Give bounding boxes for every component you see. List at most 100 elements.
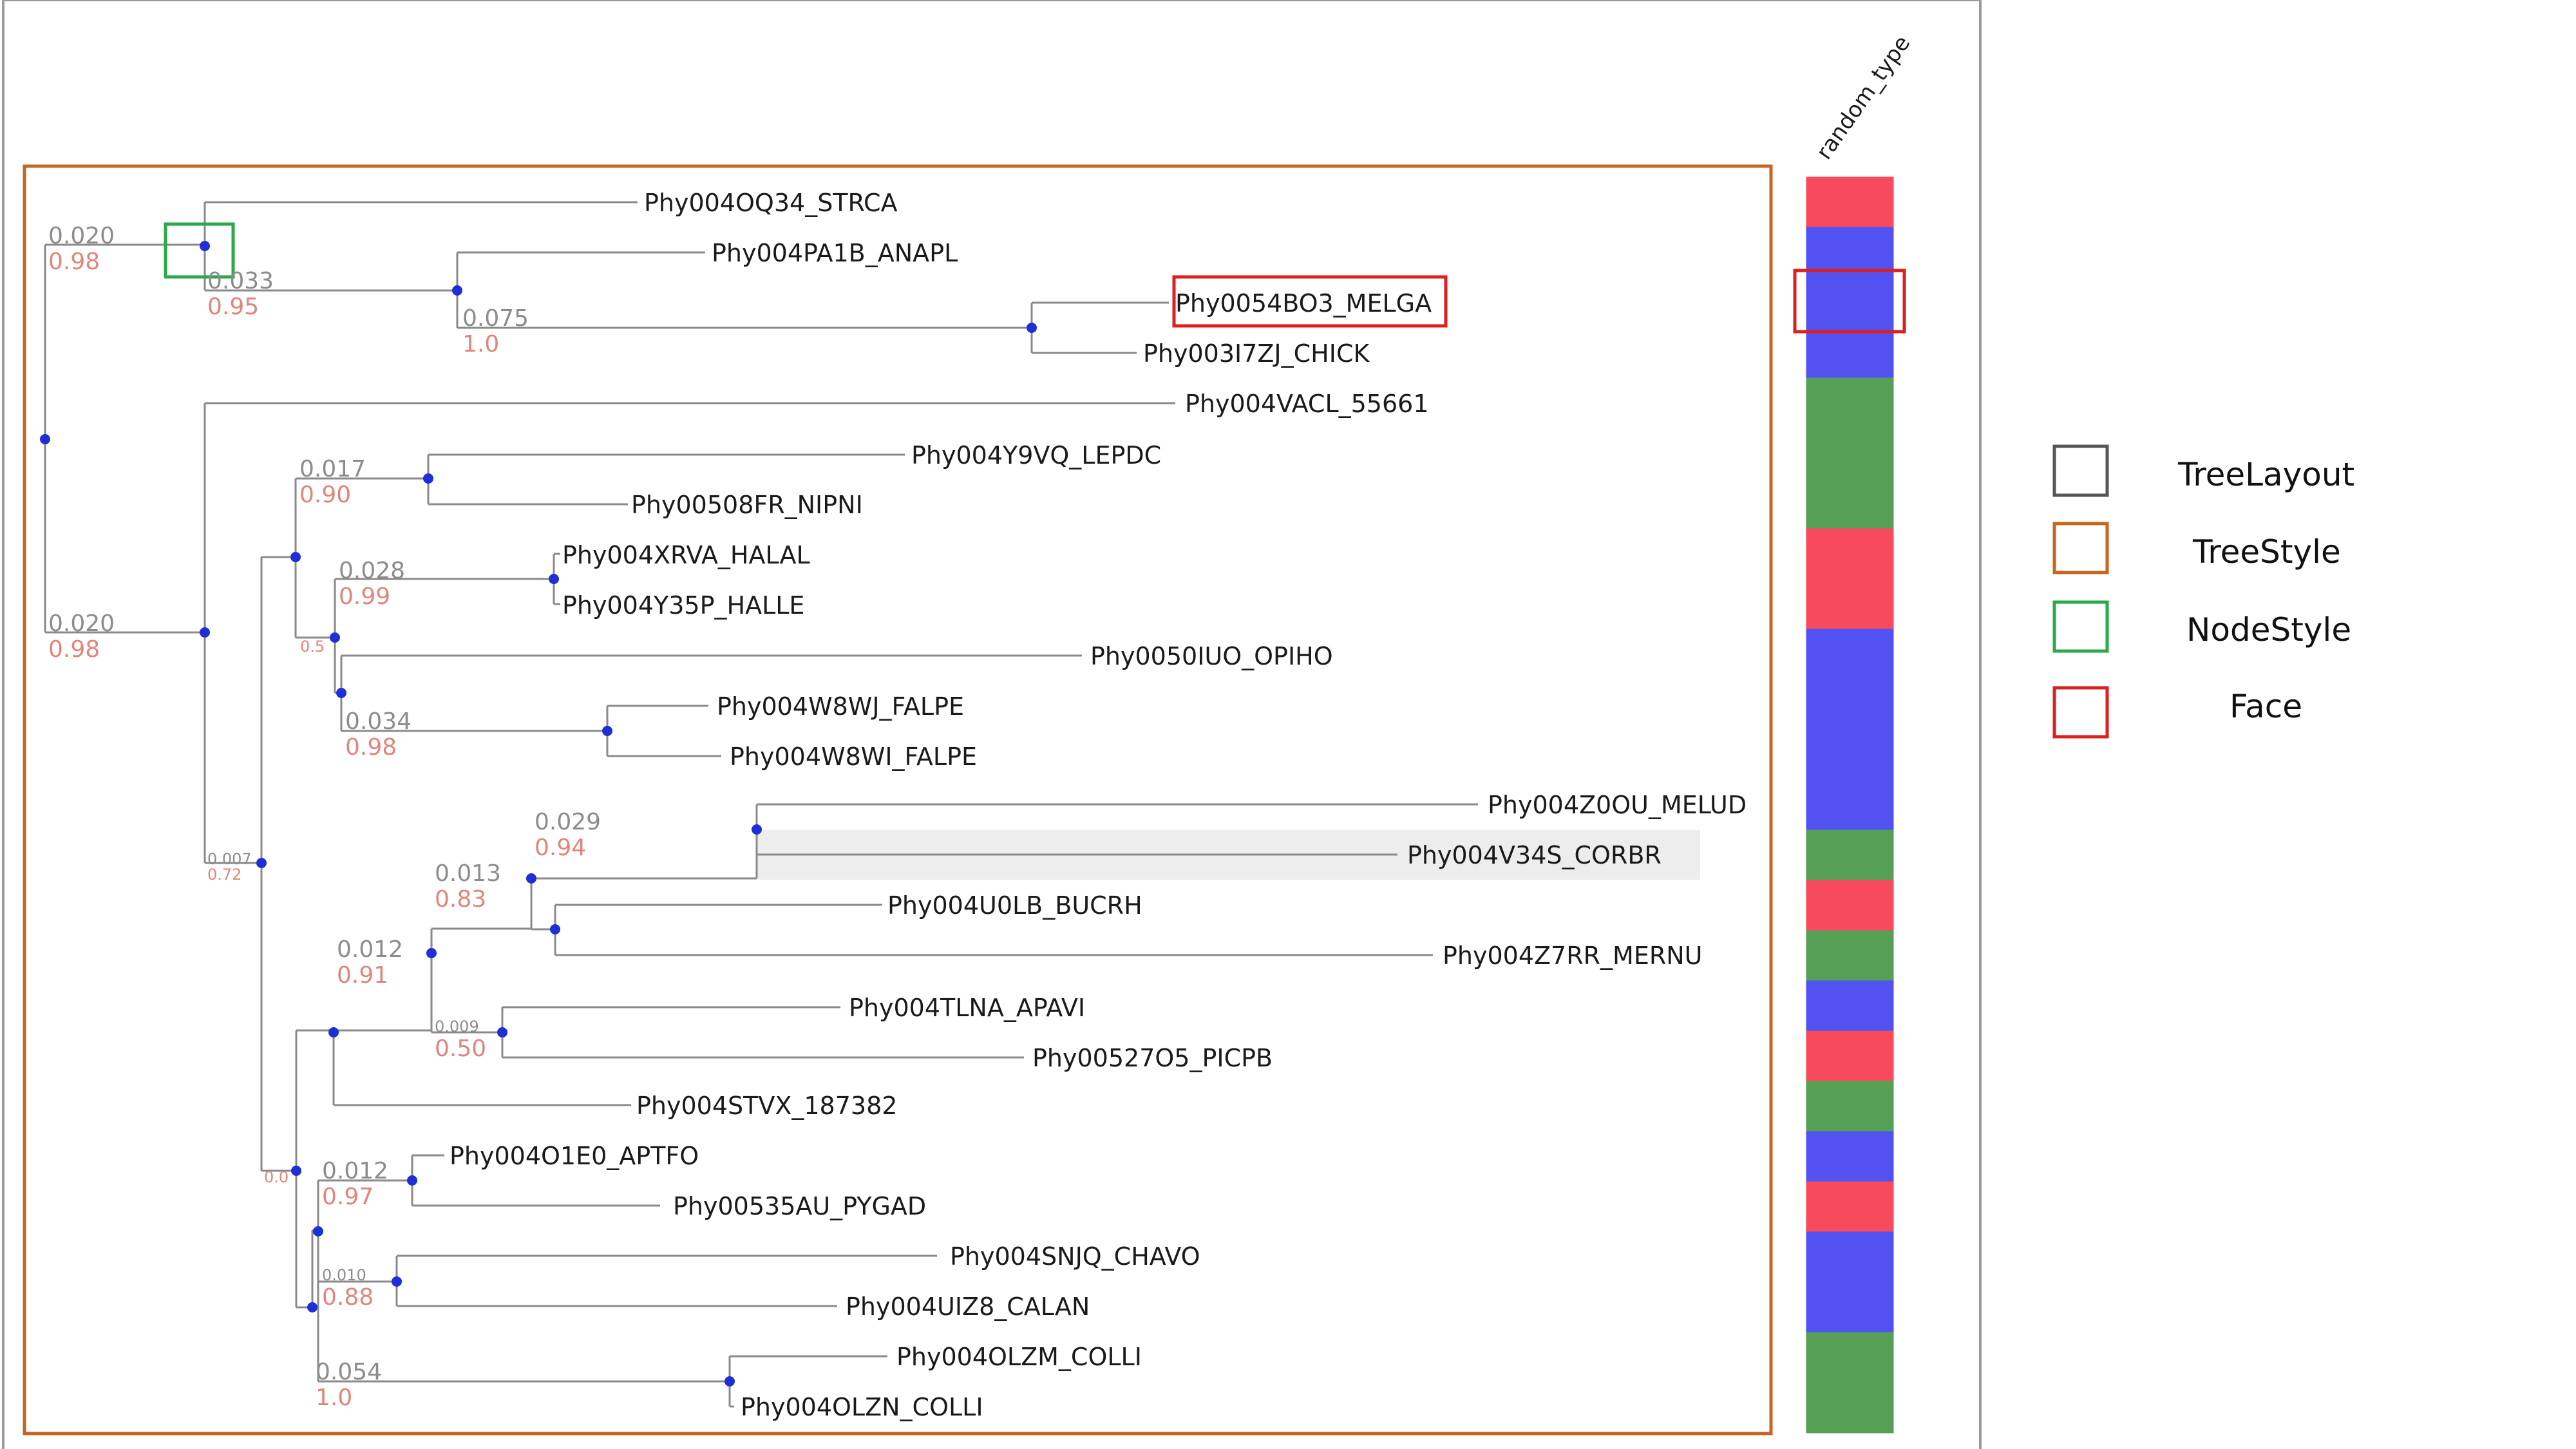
- type-cell: [1806, 779, 1894, 831]
- tree-node[interactable]: [752, 824, 762, 835]
- tree-node[interactable]: [307, 1302, 317, 1312]
- leaf-label[interactable]: Phy00508FR_NIPNI: [631, 491, 863, 519]
- type-cell: [1806, 1282, 1894, 1333]
- type-cell: [1806, 277, 1894, 328]
- leaf-label[interactable]: Phy004VACL_55661: [1185, 390, 1429, 418]
- branch-support: 0.94: [535, 835, 586, 861]
- type-cell: [1806, 176, 1894, 228]
- tree-node[interactable]: [256, 858, 267, 868]
- tree-node[interactable]: [290, 552, 301, 562]
- tree-node[interactable]: [550, 924, 560, 934]
- tree-node[interactable]: [1027, 323, 1037, 333]
- tree-node[interactable]: [291, 1166, 301, 1176]
- leaf-label[interactable]: Phy004XRVA_HALAL: [562, 541, 810, 569]
- type-heat-column: [1806, 176, 1894, 1434]
- legend-swatch-face: [2052, 686, 2109, 739]
- leaf-label[interactable]: Phy0050IUO_OPIHO: [1090, 642, 1333, 670]
- tree-node[interactable]: [526, 873, 536, 884]
- branch-distance: 0.033: [207, 268, 274, 294]
- type-cell: [1806, 1131, 1894, 1182]
- branch-support: 0.97: [322, 1184, 374, 1210]
- tree-node[interactable]: [602, 726, 612, 736]
- leaf-label[interactable]: Phy004O1E0_APTFO: [450, 1142, 699, 1170]
- leaf-label[interactable]: Phy004OLZN_COLLI: [741, 1393, 983, 1421]
- tree-node[interactable]: [330, 632, 340, 643]
- face-cell-box: [1793, 269, 1906, 334]
- type-cell: [1806, 578, 1894, 630]
- tree-node[interactable]: [497, 1027, 507, 1037]
- type-cell: [1806, 930, 1894, 981]
- leaf-label[interactable]: Phy004OQ34_STRCA: [644, 189, 898, 217]
- branch-support: 0.72: [207, 866, 242, 884]
- branch-support: 1.0: [316, 1385, 352, 1411]
- tree-node[interactable]: [423, 473, 433, 484]
- branch-support: 0.98: [48, 636, 100, 663]
- branch-distance: 0.009: [435, 1018, 479, 1036]
- leaf-label[interactable]: Phy004OLZM_COLLI: [896, 1343, 1142, 1371]
- branch-support: 0.99: [339, 583, 390, 610]
- branch-support: 0.50: [435, 1036, 486, 1062]
- legend-label-tree-style: TreeStyle: [2192, 533, 2341, 571]
- branch-support: 0.98: [48, 249, 100, 275]
- branch-support: 0.90: [299, 482, 351, 508]
- type-cell: [1806, 377, 1894, 429]
- leaf-label[interactable]: Phy004V34S_CORBR: [1407, 841, 1662, 869]
- leaf-label[interactable]: Phy004W8WI_FALPE: [730, 743, 977, 771]
- leaf-label[interactable]: Phy004PA1B_ANAPL: [712, 239, 958, 267]
- branch-support: 0.5: [300, 638, 325, 656]
- legend-swatch-tree-style: [2052, 522, 2109, 574]
- type-cell: [1806, 1231, 1894, 1283]
- legend-swatch-node-style: [2052, 600, 2109, 653]
- tree-node[interactable]: [328, 1027, 339, 1037]
- type-cell: [1806, 1382, 1894, 1434]
- branch-support: 0.95: [207, 294, 259, 320]
- branch-distance: 0.020: [48, 223, 115, 249]
- type-cell: [1806, 629, 1894, 680]
- face-box: [1172, 275, 1448, 328]
- leaf-label[interactable]: Phy00535AU_PYGAD: [673, 1192, 926, 1220]
- legend-label-tree-layout: TreeLayout: [2177, 456, 2354, 493]
- leaf-label[interactable]: Phy004TLNA_APAVI: [849, 994, 1085, 1022]
- leaf-label[interactable]: Phy004W8WJ_FALPE: [717, 692, 964, 721]
- type-cell: [1806, 679, 1894, 730]
- type-cell: [1806, 1332, 1894, 1383]
- legend-swatch-tree-layout: [2052, 444, 2109, 497]
- leaf-label[interactable]: Phy00527O5_PICPB: [1032, 1044, 1273, 1072]
- tree-node[interactable]: [200, 627, 210, 638]
- type-cell: [1806, 729, 1894, 781]
- tree-layout-frame: [2, 0, 1982, 1449]
- leaf-label[interactable]: Phy004Z7RR_MERNU: [1443, 942, 1702, 970]
- tree-node[interactable]: [200, 241, 210, 251]
- leaf-label[interactable]: Phy004U0LB_BUCRH: [887, 891, 1142, 920]
- tree-node[interactable]: [549, 574, 559, 584]
- leaf-label[interactable]: Phy004Y9VQ_LEPDC: [911, 441, 1161, 469]
- branch-distance: 0.013: [435, 860, 501, 887]
- tree-node[interactable]: [452, 285, 462, 296]
- leaf-label[interactable]: Phy003I7ZJ_CHICK: [1143, 339, 1370, 368]
- legend-label-face: Face: [2230, 688, 2302, 725]
- tree-node[interactable]: [392, 1276, 402, 1287]
- tree-node[interactable]: [407, 1175, 417, 1186]
- tree-node[interactable]: [40, 434, 50, 444]
- branch-distance: 0.028: [339, 558, 405, 584]
- tree-node[interactable]: [724, 1376, 735, 1387]
- type-cell: [1806, 1030, 1894, 1082]
- branch-distance: 0.054: [316, 1359, 382, 1385]
- tree-node[interactable]: [426, 948, 437, 958]
- leaf-label[interactable]: Phy004Z0OU_MELUD: [1488, 791, 1747, 819]
- type-cell: [1806, 829, 1894, 881]
- leaf-label[interactable]: Phy004SNJQ_CHAVO: [950, 1242, 1200, 1271]
- branch-distance: 0.012: [337, 936, 403, 963]
- tree-node[interactable]: [336, 688, 346, 698]
- leaf-label[interactable]: Phy004UIZ8_CALAN: [846, 1293, 1090, 1321]
- leaf-label[interactable]: Phy004Y35P_HALLE: [562, 591, 804, 620]
- tree-node[interactable]: [313, 1226, 323, 1236]
- leaf-label[interactable]: Phy004STVX_187382: [636, 1092, 897, 1120]
- column-header: random_type: [1812, 31, 1916, 164]
- branch-distance: 0.010: [322, 1266, 366, 1284]
- branch-distance: 0.017: [299, 456, 366, 482]
- node-style-box: [164, 222, 235, 279]
- type-cell: [1806, 980, 1894, 1032]
- leaf-label[interactable]: Phy0054BO3_MELGA: [1175, 289, 1432, 317]
